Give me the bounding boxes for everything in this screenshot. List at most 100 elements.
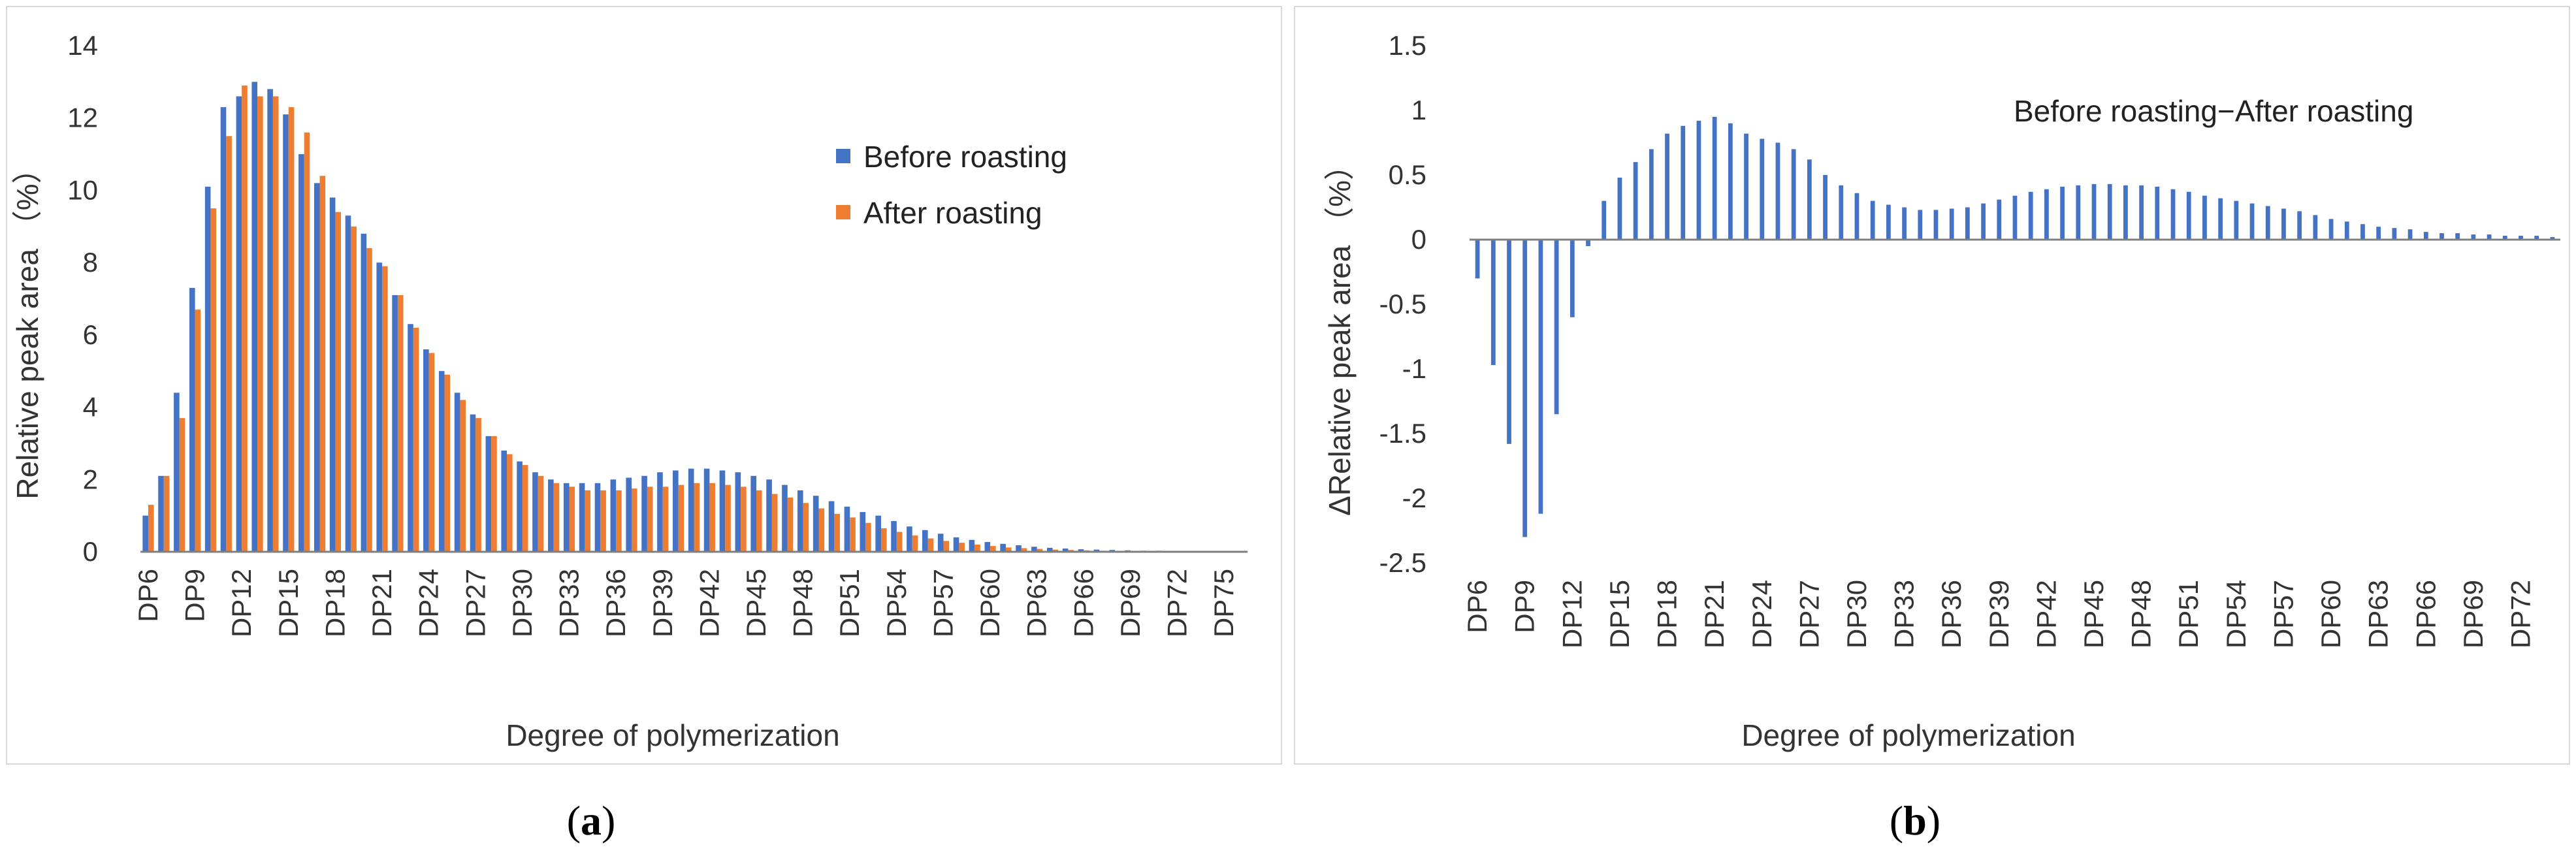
bar-after-roasting — [897, 532, 903, 552]
bar-before-roasting — [283, 114, 289, 552]
x-tick-label: DP48 — [788, 569, 818, 637]
bar-before-roasting — [455, 392, 460, 552]
bar-difference — [1918, 210, 1922, 240]
y-tick-label: -1.5 — [1379, 418, 1426, 449]
x-tick-label: DP42 — [2031, 580, 2061, 648]
bar-difference — [1997, 200, 2001, 240]
x-tick-label: DP60 — [2315, 580, 2346, 648]
x-tick-label: DP27 — [1794, 580, 1824, 648]
panel-caption-b: (b) — [1890, 797, 1940, 844]
bar-difference — [2202, 196, 2207, 240]
bar-difference — [1681, 126, 1685, 240]
x-tick-label: DP36 — [1936, 580, 1967, 648]
bar-after-roasting — [600, 490, 606, 552]
bar-difference — [2218, 199, 2223, 240]
bar-difference — [1839, 185, 1843, 240]
y-tick-label: -1 — [1402, 353, 1426, 384]
bar-difference — [2360, 224, 2365, 240]
bar-after-roasting — [616, 490, 622, 552]
bar-after-roasting — [180, 418, 185, 552]
bar-before-roasting — [408, 324, 413, 552]
x-tick-label: DP69 — [2458, 580, 2488, 648]
bar-before-roasting — [720, 470, 726, 552]
y-tick-label: 6 — [83, 319, 98, 350]
bar-after-roasting — [335, 212, 341, 552]
x-tick-label: DP39 — [1984, 580, 2014, 648]
bar-before-roasting — [158, 476, 164, 552]
y-tick-label: 2 — [83, 464, 98, 494]
legend-label-before: Before roasting — [863, 140, 1067, 174]
x-tick-label: DP12 — [226, 569, 257, 637]
bar-before-roasting — [611, 479, 617, 552]
bar-after-roasting — [663, 486, 669, 552]
bar-after-roasting — [148, 505, 154, 552]
bar-after-roasting — [366, 248, 372, 552]
bar-before-roasting — [579, 483, 585, 552]
bar-before-roasting — [346, 215, 351, 552]
bar-difference — [1713, 117, 1717, 240]
bar-difference — [1697, 121, 1701, 240]
bar-before-roasting — [298, 154, 304, 552]
bar-before-roasting — [641, 476, 647, 552]
bar-difference — [2092, 184, 2097, 240]
bar-after-roasting — [881, 528, 887, 552]
bar-after-roasting — [585, 490, 590, 552]
bar-after-roasting — [429, 353, 435, 552]
bar-after-roasting — [912, 535, 918, 552]
bar-before-roasting — [532, 472, 538, 552]
x-tick-label: DP36 — [600, 569, 631, 637]
bar-before-roasting — [782, 485, 788, 552]
bar-before-roasting — [969, 540, 975, 552]
bar-after-roasting — [788, 498, 794, 552]
y-tick-label: 10 — [67, 174, 98, 205]
figure: 0 2 4 6 8 10 12 14 DP6 DP9 DP12 DP15 DP18 DP21 DP24 DP… — [0, 0, 2576, 860]
bar-before-roasting — [205, 187, 211, 552]
bar-difference — [2044, 189, 2049, 240]
bar-difference — [2013, 196, 2018, 240]
y-tick-label: 4 — [83, 392, 98, 422]
x-tick-label: DP72 — [1162, 569, 1193, 637]
bar-difference — [1760, 139, 1764, 240]
y-tick-label: 14 — [67, 30, 98, 61]
bar-difference — [1776, 143, 1780, 240]
bar-before-roasting — [439, 371, 445, 552]
bar-difference — [1491, 240, 1496, 365]
bar-after-roasting — [632, 488, 637, 552]
bar-after-roasting — [242, 86, 248, 552]
bar-difference — [1539, 240, 1543, 514]
y-tick-label: 8 — [83, 247, 98, 278]
bar-difference — [2171, 189, 2176, 240]
x-tick-label: DP24 — [1747, 580, 1777, 648]
bar-before-roasting — [813, 496, 819, 552]
x-tick-label: DP6 — [133, 569, 163, 622]
bar-before-roasting — [985, 542, 991, 552]
x-tick-label: DP30 — [507, 569, 538, 637]
x-tick-label: DP30 — [1841, 580, 1872, 648]
y-tick-labels-a: 0 2 4 6 8 10 12 14 — [67, 30, 98, 567]
bar-after-roasting — [273, 97, 279, 552]
y-axis-label-b: ΔRelative peak area （%） — [1323, 150, 1357, 516]
bar-difference — [2408, 229, 2413, 240]
bar-difference — [1744, 134, 1748, 240]
bar-difference — [1618, 178, 1622, 240]
x-tick-label: DP33 — [554, 569, 585, 637]
bar-after-roasting — [974, 545, 980, 552]
bar-difference — [2060, 187, 2065, 240]
bar-difference — [1570, 240, 1575, 317]
x-tick-label: DP48 — [2126, 580, 2157, 648]
bar-difference — [1934, 210, 1939, 240]
x-tick-label: DP33 — [1889, 580, 1920, 648]
bar-after-roasting — [538, 476, 544, 552]
bar-after-roasting — [928, 539, 934, 552]
y-tick-label: 0 — [1411, 224, 1426, 255]
bar-before-roasting — [267, 89, 273, 552]
x-tick-label: DP51 — [2173, 580, 2204, 648]
x-tick-label: DP12 — [1556, 580, 1587, 648]
y-tick-label: -0.5 — [1379, 289, 1426, 319]
x-tick-label: DP39 — [647, 569, 678, 637]
bar-before-roasting — [829, 502, 835, 552]
bar-after-roasting — [943, 541, 949, 552]
bar-before-roasting — [954, 537, 959, 552]
bar-difference — [1602, 201, 1606, 240]
x-tick-label: DP60 — [974, 569, 1005, 637]
